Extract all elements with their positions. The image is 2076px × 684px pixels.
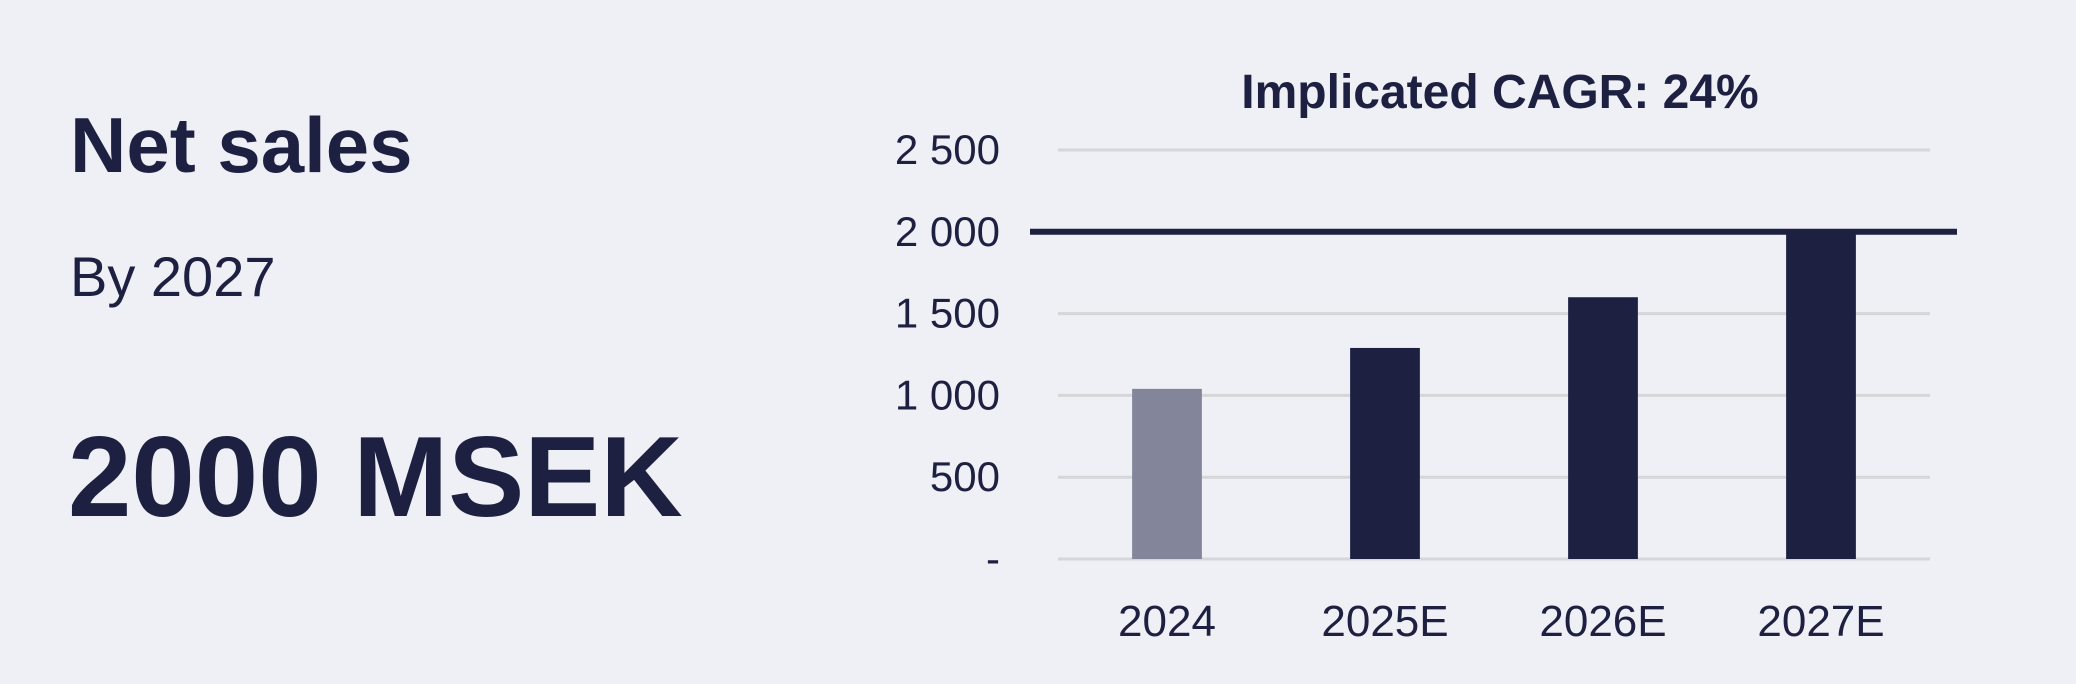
bar: [1786, 231, 1856, 560]
chart-title: Implicated CAGR: 24%: [1241, 66, 1758, 119]
x-tick-label: 2027E: [1757, 597, 1884, 646]
panel-headline: 2000 MSEK: [68, 414, 683, 541]
y-tick-label: 500: [930, 453, 1000, 500]
y-tick-label: -: [986, 535, 1000, 582]
y-tick-label: 2 000: [895, 208, 1000, 255]
y-tick-label: 1 000: [895, 371, 1000, 418]
bar: [1132, 388, 1202, 559]
bar: [1350, 347, 1420, 559]
x-tick-label: 2025E: [1321, 597, 1448, 646]
panel-title: Net sales: [70, 101, 413, 189]
x-tick-label: 2026E: [1539, 597, 1666, 646]
bar: [1568, 297, 1638, 559]
y-tick-label: 2 500: [895, 126, 1000, 173]
panel-subtitle: By 2027: [70, 245, 276, 308]
x-tick-label: 2024: [1118, 597, 1216, 646]
y-tick-label: 1 500: [895, 290, 1000, 337]
